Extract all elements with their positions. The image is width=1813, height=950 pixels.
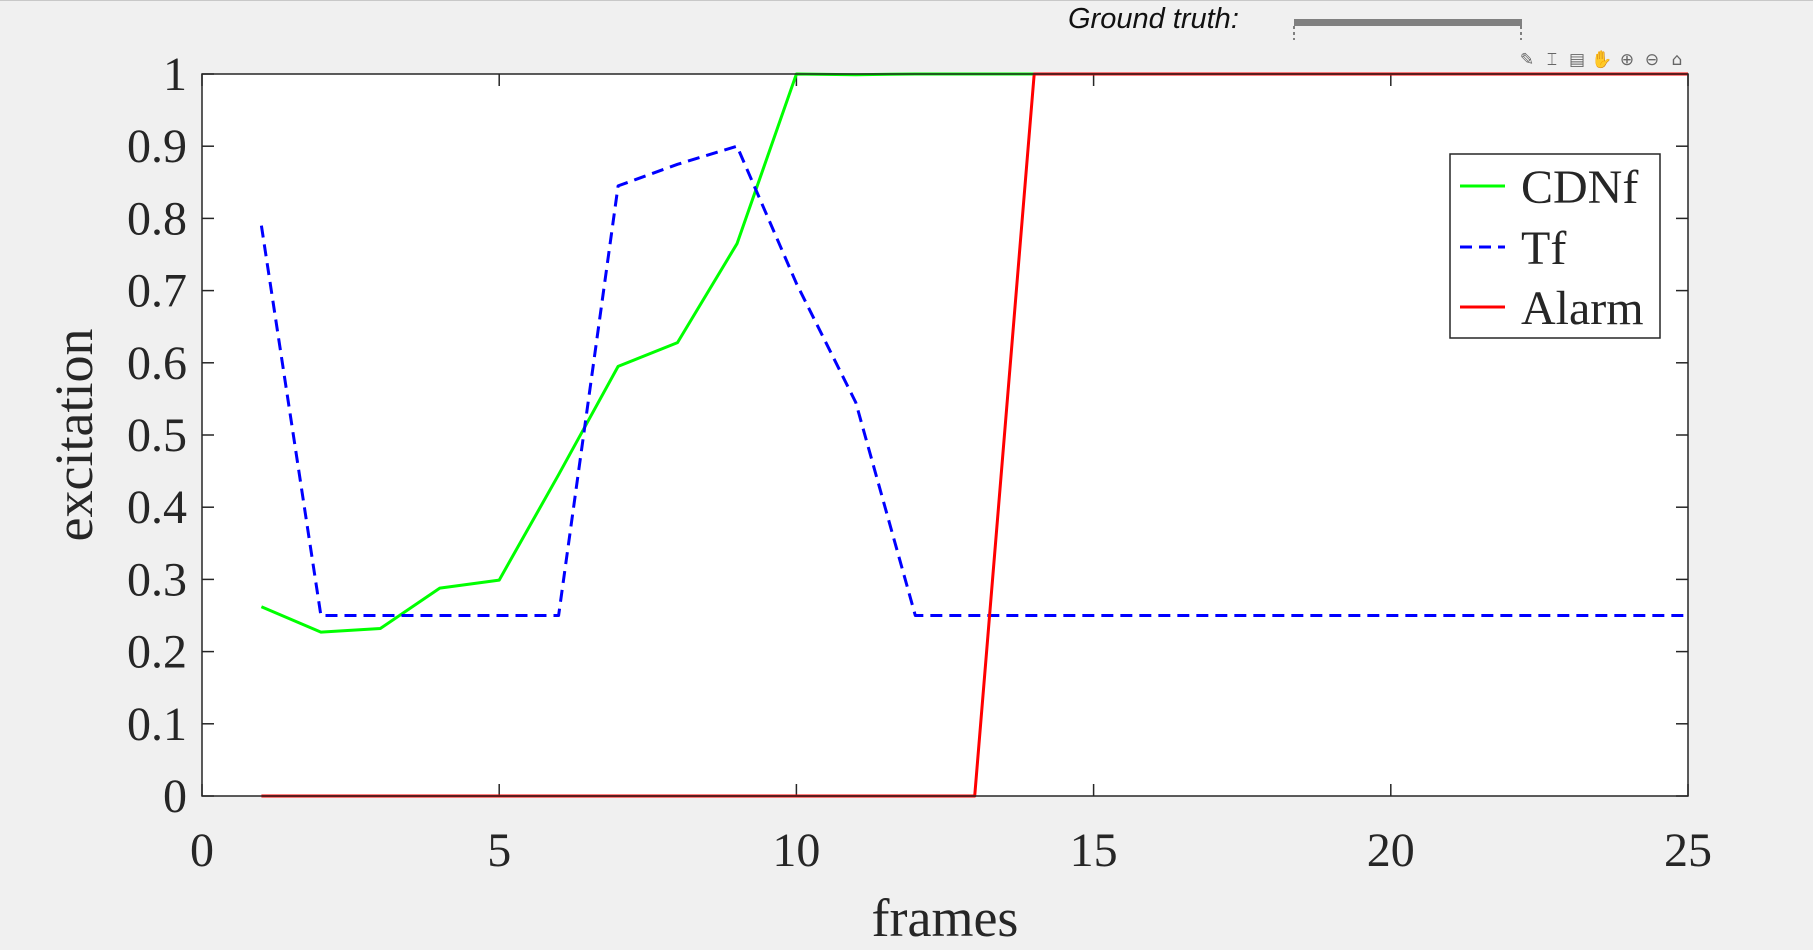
- series-line-tf: [259, 144, 1688, 617]
- plot-area: [202, 74, 1688, 796]
- x-tick-label: 10: [772, 824, 820, 877]
- x-tick-label: 15: [1070, 824, 1118, 877]
- y-tick-label: 0.4: [127, 481, 187, 534]
- x-tick-label: 5: [487, 824, 511, 877]
- x-tick-label: 0: [190, 824, 214, 877]
- y-tick-labels: 0 0.1 0.2 0.3 0.4 0.5 0.6 0.7 0.8 0.9 1: [127, 48, 187, 823]
- y-tick-label: 0.7: [127, 265, 187, 318]
- x-axis-label: frames: [872, 888, 1019, 948]
- home-icon[interactable]: ⌂: [1671, 50, 1683, 70]
- y-tick-label: 0.8: [127, 192, 187, 245]
- window-top-border: [0, 0, 1813, 1]
- y-tick-label: 0: [163, 770, 187, 823]
- y-tick-label: 0.1: [127, 698, 187, 751]
- y-tick-label: 0.2: [127, 626, 187, 679]
- y-tick-label: 0.5: [127, 409, 187, 462]
- y-tick-label: 1: [163, 48, 187, 101]
- axes-toolbar: ✎ ⌶ ▤ ✋ ⊕ ⊖ ⌂: [1516, 49, 1688, 71]
- legend[interactable]: CDNf Tf Alarm: [1449, 153, 1661, 339]
- x-tick-label: 25: [1664, 824, 1712, 877]
- legend-label-alarm: Alarm: [1521, 282, 1644, 335]
- brush-icon[interactable]: ✎: [1519, 50, 1535, 70]
- x-tick-label: 20: [1367, 824, 1415, 877]
- legend-label-cdnf: CDNf: [1521, 161, 1638, 214]
- axes-box: [201, 73, 1689, 797]
- pan-hand-icon[interactable]: ✋: [1591, 50, 1613, 70]
- legend-label-tf: Tf: [1521, 222, 1566, 275]
- y-axis-label: excitation: [44, 329, 104, 542]
- y-tick-label: 0.9: [127, 120, 187, 173]
- ground-truth-bar: [1293, 19, 1522, 40]
- y-tick-label: 0.3: [127, 553, 187, 606]
- insert-legend-icon[interactable]: ▤: [1568, 50, 1586, 70]
- ground-truth-label: Ground truth:: [1068, 3, 1239, 35]
- y-tick-label: 0.6: [127, 337, 187, 390]
- zoom-in-icon[interactable]: ⊕: [1619, 50, 1635, 70]
- zoom-out-icon[interactable]: ⊖: [1644, 50, 1660, 70]
- x-tick-labels: 0 5 10 15 20 25: [190, 824, 1712, 877]
- datatip-icon[interactable]: ⌶: [1546, 50, 1558, 70]
